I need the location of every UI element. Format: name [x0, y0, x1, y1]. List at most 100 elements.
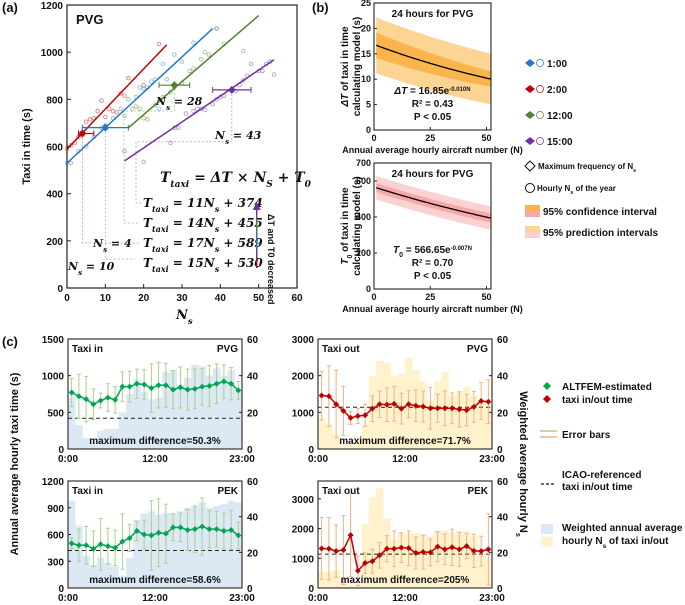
- y-tick-label: 0: [57, 284, 63, 295]
- x-tick-label: 12:00: [392, 454, 418, 465]
- x-tick-label: 0: [371, 292, 376, 302]
- weighted-ns-bar: [118, 412, 127, 449]
- estimated-point: [191, 526, 198, 533]
- y-tick-label: 200: [356, 248, 371, 258]
- weighted-ns-bar: [220, 375, 228, 449]
- x-tick-label: 50: [253, 293, 265, 304]
- estimated-point: [478, 397, 485, 404]
- estimated-point: [362, 560, 369, 567]
- r-squared: R² = 0.43: [412, 99, 454, 110]
- legend-diamond-1:00: [525, 59, 535, 67]
- estimated-point: [333, 401, 340, 408]
- estimated-point: [213, 380, 220, 387]
- data-point: [160, 61, 166, 67]
- weighted-ns-bar: [361, 425, 369, 449]
- weighted-ns-bar: [147, 399, 156, 449]
- panel-label-c: (c): [2, 334, 18, 349]
- estimated-point: [347, 414, 354, 421]
- x-tick-label: 20: [138, 293, 150, 304]
- estimated-point: [97, 397, 104, 404]
- weighted-ns-bar: [162, 372, 170, 449]
- estimated-point: [485, 398, 492, 405]
- estimated-point: [119, 538, 126, 545]
- estimated-point: [441, 546, 448, 553]
- y-tick-label: 200: [46, 237, 63, 248]
- estimated-point: [449, 544, 456, 551]
- y-axis-label-line2: calculating model (s): [352, 176, 363, 275]
- legend-altfem-2: taxi in/out time: [562, 395, 633, 406]
- series-1200: [122, 15, 260, 224]
- estimated-point: [354, 413, 361, 419]
- y-tick-label: 0: [58, 445, 64, 456]
- chart-title: PVG: [76, 12, 103, 27]
- y-tick-label: 1200: [41, 1, 64, 12]
- estimated-point: [177, 384, 184, 391]
- y-tick-label: 700: [356, 158, 371, 168]
- y-axis-label-line1: T0 of taxi in time: [340, 187, 354, 265]
- data-point: [141, 86, 146, 91]
- fit-curve: [376, 44, 492, 80]
- legend-label: 12:00: [547, 111, 573, 122]
- x-tick-label: 12:00: [142, 593, 168, 604]
- c-right-axis-label: Weighted average hourly Ns: [514, 391, 529, 537]
- y2-tick-label: 20: [497, 408, 509, 419]
- guide-dashed-line: [123, 85, 175, 224]
- panel-b-t0-chart: 0 25 50 0 200 400 600 700 Annual average hourly …: [340, 158, 523, 314]
- data-point: [241, 78, 246, 83]
- estimated-point: [90, 401, 97, 408]
- chart-label: Taxi out: [322, 344, 360, 355]
- x-tick-label: 40: [215, 293, 227, 304]
- y2-tick-label: 0: [247, 584, 253, 595]
- x-tick-label: 0:00: [58, 593, 78, 604]
- legend-diamond-2:00: [525, 85, 535, 93]
- weighted-ns-bar: [68, 397, 76, 449]
- x-tick-label: 50: [481, 292, 491, 302]
- estimated-point: [235, 532, 242, 539]
- max-difference-annotation: maximum difference=71.7%: [339, 436, 471, 447]
- chart-title: 24 hours for PVG: [392, 9, 474, 20]
- estimated-point: [318, 545, 325, 552]
- data-point: [175, 125, 181, 130]
- data-point: [103, 114, 108, 120]
- y2-tick-label: 20: [247, 548, 259, 559]
- weighted-ns-bar: [184, 377, 192, 449]
- y2-tick-label: 40: [497, 513, 509, 524]
- estimated-point: [104, 543, 111, 550]
- data-point: [122, 149, 127, 154]
- legend-circle-15:00: [536, 137, 544, 145]
- estimated-point: [456, 546, 463, 553]
- data-point: [179, 59, 185, 64]
- y2-tick-label: 0: [497, 584, 503, 595]
- estimated-point: [340, 546, 347, 553]
- data-point: [141, 115, 146, 121]
- data-point: [64, 146, 70, 152]
- plot-frame: [373, 2, 492, 131]
- weighted-ns-bar: [347, 445, 355, 449]
- estimated-point: [184, 527, 191, 534]
- y-tick-label: 500: [47, 408, 64, 419]
- x-tick-label: 23:00: [229, 454, 255, 465]
- estimated-point: [162, 382, 169, 389]
- weighted-ns-bar: [332, 434, 340, 449]
- estimated-point: [133, 380, 140, 387]
- x-tick-label: 23:00: [479, 454, 505, 465]
- data-point: [241, 48, 246, 54]
- y-tick-label: 0: [366, 125, 371, 135]
- y2-tick-label: 40: [247, 372, 259, 383]
- estimated-point: [228, 527, 235, 534]
- legend-error-bars: Error bars: [562, 430, 611, 441]
- data-point: [156, 106, 162, 111]
- airport-label: PEK: [467, 486, 488, 497]
- weighted-ns-bar: [477, 401, 485, 449]
- data-point: [187, 68, 192, 74]
- y-tick-label: 400: [46, 190, 63, 201]
- y-tick-label: 2000: [292, 372, 315, 383]
- y-tick-label: 0: [58, 584, 64, 595]
- y-tick-label: 900: [47, 504, 64, 515]
- y-tick-label: 2000: [292, 525, 315, 536]
- legend-icao-2: taxi in/out time: [562, 482, 633, 493]
- y-axis-label-line2: calculating model (s): [352, 17, 363, 116]
- estimated-point: [478, 548, 485, 555]
- y2-tick-label: 60: [497, 335, 509, 346]
- estimated-point: [325, 393, 332, 400]
